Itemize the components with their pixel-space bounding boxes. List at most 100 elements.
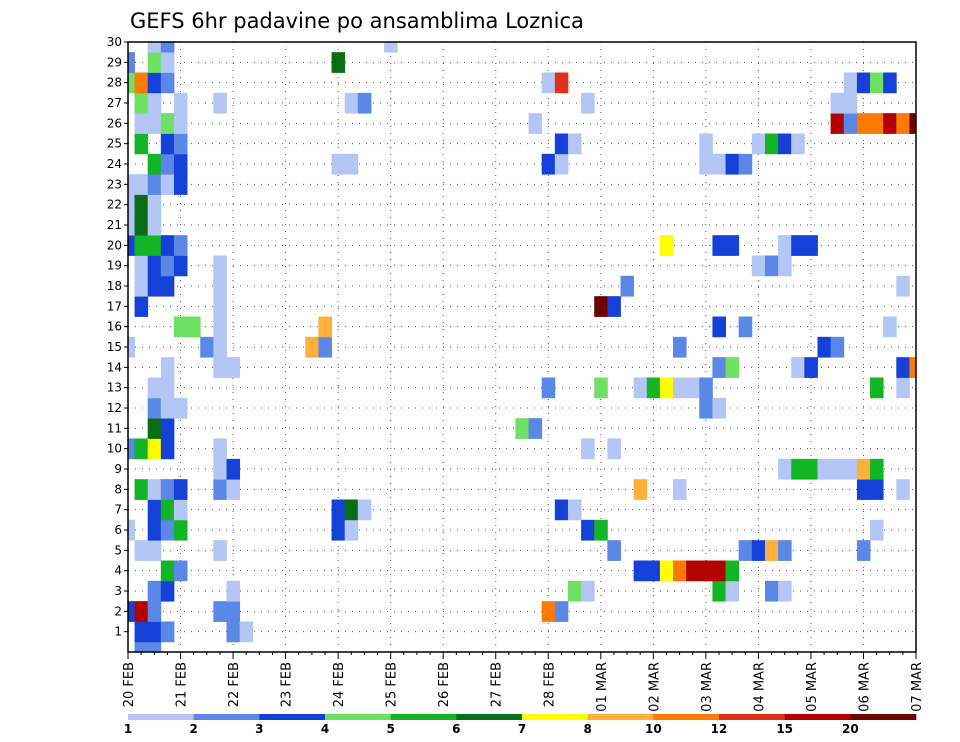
y-tick-label: 8 [114, 482, 122, 496]
precip-cell [830, 336, 845, 358]
precip-cell [147, 418, 162, 439]
precip-cell [778, 133, 792, 155]
precip-cell [751, 255, 766, 277]
precip-cell [134, 641, 149, 653]
precip-cell [160, 519, 175, 541]
precip-cell [581, 580, 595, 602]
chart-title: GEFS 6hr padavine po ansamblima Loznica [130, 9, 584, 33]
x-tick-label: 03 MAR [700, 662, 715, 712]
x-tick-label: 01 MAR [595, 662, 610, 712]
precip-cell [870, 377, 884, 399]
precip-cell [173, 255, 188, 277]
precip-cell [725, 153, 740, 175]
precip-cell [764, 133, 779, 155]
precip-cell [843, 458, 858, 480]
precip-cell [633, 560, 648, 582]
y-tick-label: 3 [114, 584, 122, 598]
y-tick-label: 16 [107, 320, 122, 334]
precip-cell [147, 601, 162, 622]
precip-cell [331, 499, 346, 521]
precip-cell [673, 479, 687, 500]
precip-cell [607, 540, 621, 561]
y-tick-label: 26 [107, 116, 122, 130]
precip-cell [128, 194, 135, 216]
precip-cell [646, 560, 661, 582]
precip-cell [173, 235, 188, 256]
precip-cell [856, 479, 871, 500]
precip-cell [160, 357, 175, 378]
precip-cell [160, 72, 175, 94]
precip-cell [173, 92, 188, 114]
precip-cell [173, 174, 188, 195]
precip-cell [554, 133, 569, 155]
x-tick-label: 05 MAR [805, 662, 820, 712]
precip-cell [128, 519, 135, 541]
precip-cell [896, 479, 910, 500]
precip-cell [134, 438, 149, 460]
legend-swatch [390, 714, 457, 720]
precip-cell [659, 235, 674, 256]
legend-label: 7 [518, 722, 526, 736]
precip-cell [896, 357, 910, 378]
legend-swatch [653, 714, 720, 720]
precip-cell [541, 72, 556, 94]
precip-cell [147, 235, 162, 256]
precip-cell [147, 113, 162, 134]
precip-cell [607, 438, 621, 460]
precip-cell [160, 479, 175, 500]
precip-cell [147, 275, 162, 297]
precip-cell [160, 397, 175, 419]
y-tick-label: 19 [107, 259, 122, 273]
legend-swatch [850, 714, 917, 720]
legend-swatch [193, 714, 260, 720]
precip-cell [764, 580, 779, 602]
precip-cell [134, 92, 149, 114]
precip-cell [173, 479, 188, 500]
precip-cell [160, 174, 175, 195]
y-tick-label: 29 [107, 55, 122, 69]
y-tick-label: 17 [107, 299, 122, 313]
legend-swatch [128, 714, 194, 720]
precip-cell [160, 52, 175, 73]
y-tick-label: 5 [114, 543, 122, 557]
y-tick-label: 12 [107, 401, 122, 415]
legend-label: 10 [645, 722, 662, 736]
precip-cell [830, 92, 845, 114]
precip-cell [541, 153, 556, 175]
precip-cell [147, 499, 162, 521]
precip-cell [712, 153, 726, 175]
precipitation-cells [128, 42, 917, 653]
precip-cell [134, 296, 149, 317]
y-tick-label: 10 [107, 442, 122, 456]
precip-cell [673, 377, 687, 399]
x-tick-label: 28 FEB [542, 662, 557, 707]
x-tick-label: 06 MAR [857, 662, 872, 712]
legend-label: 15 [776, 722, 793, 736]
precip-cell [620, 275, 635, 297]
precip-cell [128, 336, 135, 358]
precip-cell [213, 458, 227, 480]
legend-label: 4 [321, 722, 329, 736]
precip-cell [883, 72, 897, 94]
precip-cell [699, 377, 713, 399]
precip-cell [213, 316, 227, 338]
precip-cell [804, 458, 818, 480]
precip-cell [147, 438, 162, 460]
precip-cell [896, 275, 910, 297]
precip-cell [160, 133, 175, 155]
y-tick-label: 24 [107, 157, 122, 171]
y-tick-label: 20 [107, 238, 122, 252]
precip-cell [173, 560, 188, 582]
legend-label: 1 [124, 722, 132, 736]
precip-cell [147, 621, 162, 643]
y-tick-label: 9 [114, 462, 122, 476]
y-tick-label: 11 [107, 421, 122, 435]
precip-cell [659, 560, 674, 582]
precip-cell [870, 72, 884, 94]
precip-cell [213, 540, 227, 561]
precip-cell [160, 438, 175, 460]
precip-cell [160, 113, 175, 134]
precip-cell [134, 214, 149, 236]
legend-swatch [522, 714, 588, 720]
precip-cell [226, 479, 241, 500]
